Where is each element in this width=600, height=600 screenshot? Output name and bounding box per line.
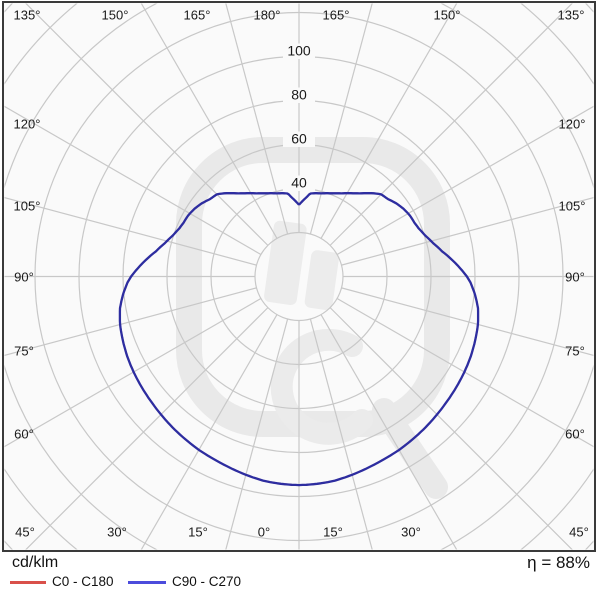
angle-tick-label: 15° bbox=[188, 525, 208, 540]
grid-ray bbox=[341, 287, 594, 357]
legend-label-c90-c270: C90 - C270 bbox=[172, 574, 242, 589]
plot-border bbox=[2, 1, 596, 552]
angle-tick-label: 135° bbox=[14, 8, 41, 23]
radial-label-bg bbox=[283, 87, 315, 103]
angle-tick-label: 15° bbox=[323, 525, 343, 540]
angle-tick-label: 90° bbox=[565, 270, 585, 285]
angle-tick-label: 60° bbox=[14, 427, 34, 442]
radial-label-bg bbox=[283, 43, 315, 59]
radial-label-bg bbox=[283, 175, 315, 191]
grid-ray bbox=[329, 307, 573, 550]
radial-label-bg bbox=[283, 131, 315, 147]
angle-tick-label: 0° bbox=[258, 525, 270, 540]
grid-ray bbox=[4, 196, 257, 266]
intensity-curves bbox=[118, 192, 480, 487]
angle-tick-label: 30° bbox=[107, 525, 127, 540]
angle-tick-label: 105° bbox=[559, 199, 586, 214]
angle-tick-label: 165° bbox=[184, 8, 211, 23]
angle-tick-label: 75° bbox=[565, 344, 585, 359]
grid-ray bbox=[4, 297, 262, 448]
legend-area: cd/klm η = 88% C0 - C180 C90 - C270 bbox=[0, 551, 600, 600]
grid-ray bbox=[4, 105, 262, 256]
legend-line-c90-c270 bbox=[128, 581, 166, 584]
watermark-logo bbox=[176, 137, 450, 499]
legend-label-c0-c180: C0 - C180 bbox=[52, 574, 114, 589]
grid-ray bbox=[336, 297, 594, 448]
angle-tick-label: 105° bbox=[14, 199, 41, 214]
angle-tick-label: 165° bbox=[323, 8, 350, 23]
grid-ray bbox=[309, 318, 373, 550]
unit-label: cd/klm bbox=[12, 554, 59, 571]
angle-tick-label: 180° bbox=[254, 8, 281, 23]
angle-tick-label: 135° bbox=[558, 8, 585, 23]
angle-tick-label: 45° bbox=[15, 525, 35, 540]
grid-ray bbox=[225, 3, 289, 235]
grid-ray bbox=[225, 318, 289, 550]
radial-tick-labels: 40 60 80 100 bbox=[283, 43, 315, 191]
grid-ray bbox=[140, 314, 278, 550]
grid-ray bbox=[329, 3, 573, 246]
polar-chart: 40 60 80 100 135° 150° 165° 180° 165° 150° 135° 45… bbox=[2, 1, 596, 552]
grid-ray bbox=[320, 3, 458, 239]
angle-tick-label: 45° bbox=[569, 525, 589, 540]
grid-ray bbox=[336, 105, 594, 256]
efficiency-label: η = 88% bbox=[527, 553, 590, 572]
angle-tick-labels: 135° 150° 165° 180° 165° 150° 135° 45° 30° 15° 0° 1… bbox=[14, 8, 589, 540]
grid-ray bbox=[25, 307, 269, 550]
grid-ray bbox=[140, 3, 278, 239]
angle-tick-label: 120° bbox=[14, 117, 41, 132]
angle-tick-label: 30° bbox=[401, 525, 421, 540]
angle-tick-label: 75° bbox=[14, 344, 34, 359]
angle-tick-label: 150° bbox=[102, 8, 129, 23]
angle-tick-label: 120° bbox=[559, 117, 586, 132]
grid-ray bbox=[320, 314, 458, 550]
radial-tick-label: 40 bbox=[291, 175, 307, 191]
radial-tick-label: 80 bbox=[291, 87, 307, 103]
grid-ray bbox=[4, 287, 257, 357]
polar-grid bbox=[4, 3, 594, 550]
grid-ray bbox=[309, 3, 373, 235]
radial-tick-label: 60 bbox=[291, 131, 307, 147]
grid-ray bbox=[25, 3, 269, 246]
angle-tick-label: 90° bbox=[14, 270, 34, 285]
radial-tick-label: 100 bbox=[287, 43, 311, 59]
grid-ray bbox=[341, 196, 594, 266]
angle-tick-label: 150° bbox=[434, 8, 461, 23]
legend-line-c0-c180 bbox=[10, 581, 46, 584]
angle-tick-label: 60° bbox=[565, 427, 585, 442]
curve-c90-c270 bbox=[118, 192, 480, 487]
